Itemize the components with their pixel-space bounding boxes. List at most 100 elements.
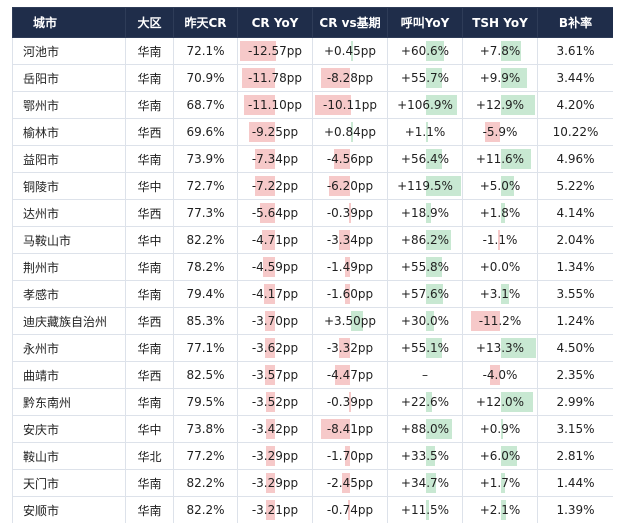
region-cell: 华南: [125, 334, 174, 362]
table-row[interactable]: 黔东南州 华南 79.5% -3.52pp -0.39pp +22.6% +12.0% 2.9…: [12, 388, 613, 416]
cr-cell-text: 82.2%: [186, 503, 225, 517]
col-header-b-rate[interactable]: B补率: [537, 7, 613, 38]
tsh-yoy-cell: -5.9%: [462, 118, 538, 146]
call-yoy-cell-text: +22.6%: [400, 395, 450, 409]
call-yoy-cell-text: –: [422, 368, 428, 382]
call-yoy-cell-text: +106.9%: [397, 98, 453, 112]
call-yoy-cell: +30.0%: [387, 307, 463, 335]
region-cell-text: 华中: [137, 422, 162, 437]
b-rate-cell: 4.14%: [537, 199, 613, 227]
city-cell-text: 荆州市: [23, 260, 60, 275]
cr-vs-base-cell-text: -4.47pp: [326, 368, 374, 382]
cr-vs-base-cell: -0.74pp: [312, 496, 388, 523]
region-cell-text: 华南: [137, 44, 162, 59]
cr-yoy-cell: -3.52pp: [237, 388, 313, 416]
positive-bar: [500, 176, 514, 196]
cr-vs-base-cell: -4.47pp: [312, 361, 388, 389]
city-cell: 河池市: [12, 37, 126, 65]
tsh-yoy-cell: +2.1%: [462, 496, 538, 523]
positive-bar: [425, 257, 443, 277]
cr-yoy-cell-text: -3.21pp: [251, 503, 299, 517]
positive-bar: [500, 473, 506, 493]
b-rate-cell-text: 4.50%: [556, 341, 595, 355]
b-rate-cell: 3.61%: [537, 37, 613, 65]
cr-cell-text: 77.1%: [186, 341, 225, 355]
call-yoy-cell: +33.5%: [387, 442, 463, 470]
negative-bar: [321, 68, 351, 88]
b-rate-cell: 1.34%: [537, 253, 613, 281]
negative-bar: [244, 95, 276, 115]
b-rate-cell: 3.55%: [537, 280, 613, 308]
call-yoy-cell-text: +18.9%: [400, 206, 450, 220]
city-cell: 马鞍山市: [12, 226, 126, 254]
table-row[interactable]: 岳阳市 华南 70.9% -11.78pp -8.28pp +55.7% +9.9% 3.44…: [12, 64, 613, 92]
call-yoy-cell-text: +11.5%: [400, 503, 450, 517]
tsh-yoy-cell: +1.8%: [462, 199, 538, 227]
table-row[interactable]: 鞍山市 华北 77.2% -3.29pp -1.70pp +33.5% +6.0% 2.81%: [12, 442, 613, 470]
positive-bar: [500, 500, 507, 520]
col-header-city[interactable]: 城市: [12, 7, 126, 38]
cr-cell-text: 85.3%: [186, 314, 225, 328]
city-cell-text: 安庆市: [23, 422, 60, 437]
tsh-yoy-cell: -11.2%: [462, 307, 538, 335]
cr-cell: 68.7%: [173, 91, 238, 119]
city-cell-text: 永州市: [23, 341, 60, 356]
positive-bar: [500, 338, 536, 358]
table-row[interactable]: 天门市 华南 82.2% -3.29pp -2.45pp +34.7% +1.7% 1.44%: [12, 469, 613, 497]
region-cell-text: 华南: [137, 152, 162, 167]
city-cell: 安顺市: [12, 496, 126, 523]
negative-bar: [262, 257, 276, 277]
call-yoy-cell-text: +55.1%: [400, 341, 450, 355]
col-header-cr-vs-base[interactable]: CR vs基期: [312, 7, 388, 38]
cr-cell-text: 82.2%: [186, 233, 225, 247]
cr-vs-base-cell: -8.28pp: [312, 64, 388, 92]
negative-bar: [338, 338, 351, 358]
cr-cell-text: 77.3%: [186, 206, 225, 220]
cr-vs-base-cell-text: -4.56pp: [326, 152, 374, 166]
b-rate-cell: 2.99%: [537, 388, 613, 416]
b-rate-cell: 4.96%: [537, 145, 613, 173]
col-header-tsh-yoy[interactable]: TSH YoY: [462, 7, 538, 38]
negative-bar: [266, 500, 276, 520]
table-row[interactable]: 曲靖市 华西 82.5% -3.57pp -4.47pp – -4.0% 2.35%: [12, 361, 613, 389]
tsh-yoy-cell: +9.9%: [462, 64, 538, 92]
tsh-yoy-cell: +3.1%: [462, 280, 538, 308]
table-row[interactable]: 河池市 华南 72.1% -12.57pp +0.45pp +60.6% +7.8% 3.61…: [12, 37, 613, 65]
city-cell-text: 迪庆藏族自治州: [23, 314, 108, 329]
col-header-region[interactable]: 大区: [125, 7, 174, 38]
positive-bar: [425, 338, 442, 358]
cr-cell-text: 72.7%: [186, 179, 225, 193]
cr-vs-base-cell: -1.70pp: [312, 442, 388, 470]
col-header-call-yoy[interactable]: 呼叫YoY: [387, 7, 463, 38]
region-cell: 华中: [125, 415, 174, 443]
cr-vs-base-cell: -0.39pp: [312, 388, 388, 416]
cr-yoy-cell: -4.59pp: [237, 253, 313, 281]
cr-vs-base-cell-text: -0.39pp: [326, 206, 374, 220]
table-row[interactable]: 鄂州市 华南 68.7% -11.10pp -10.11pp +106.9% +12.9% 4…: [12, 91, 613, 119]
region-cell: 华西: [125, 118, 174, 146]
cr-yoy-cell: -3.29pp: [237, 442, 313, 470]
table-row[interactable]: 益阳市 华南 73.9% -7.34pp -4.56pp +56.4% +11.6% 4.96…: [12, 145, 613, 173]
cr-cell: 69.6%: [173, 118, 238, 146]
call-yoy-cell-text: +55.8%: [400, 260, 450, 274]
call-yoy-cell-text: +30.0%: [400, 314, 450, 328]
col-header-cr-yoy[interactable]: CR YoY: [237, 7, 313, 38]
cr-cell: 77.3%: [173, 199, 238, 227]
cr-cell: 79.5%: [173, 388, 238, 416]
cr-vs-base-cell-text: +0.45pp: [323, 44, 376, 58]
cr-yoy-cell-text: -4.17pp: [251, 287, 299, 301]
table-row[interactable]: 安顺市 华南 82.2% -3.21pp -0.74pp +11.5% +2.1% 1.39%: [12, 496, 613, 523]
table-row[interactable]: 荆州市 华南 78.2% -4.59pp -1.49pp +55.8% +0.0% 1.34%: [12, 253, 613, 281]
region-cell: 华南: [125, 253, 174, 281]
table-row[interactable]: 永州市 华南 77.1% -3.62pp -3.32pp +55.1% +13.3% 4.50…: [12, 334, 613, 362]
col-header-cr[interactable]: 昨天CR: [173, 7, 238, 38]
table-row[interactable]: 安庆市 华中 73.8% -3.42pp -8.41pp +88.0% +0.9% 3.15%: [12, 415, 613, 443]
table-row[interactable]: 榆林市 华西 69.6% -9.25pp +0.84pp +1.1% -5.9% 10.22%: [12, 118, 613, 146]
table-row[interactable]: 铜陵市 华中 72.7% -7.22pp -6.20pp +119.5% +5.0% 5.22…: [12, 172, 613, 200]
b-rate-cell-text: 3.44%: [556, 71, 595, 85]
positive-bar: [425, 203, 432, 223]
table-row[interactable]: 马鞍山市 华中 82.2% -4.71pp -3.34pp +86.2% -1.1% 2.04…: [12, 226, 613, 254]
table-row[interactable]: 孝感市 华南 79.4% -4.17pp -1.60pp +57.6% +3.1% 3.55%: [12, 280, 613, 308]
table-row[interactable]: 迪庆藏族自治州 华西 85.3% -3.70pp +3.50pp +30.0% -11.2%…: [12, 307, 613, 335]
table-row[interactable]: 达州市 华西 77.3% -5.64pp -0.39pp +18.9% +1.8% 4.14%: [12, 199, 613, 227]
